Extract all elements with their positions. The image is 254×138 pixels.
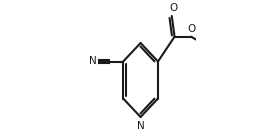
Text: O: O [187, 24, 195, 34]
Text: N: N [137, 121, 145, 131]
Text: N: N [88, 56, 96, 67]
Text: O: O [169, 3, 177, 13]
